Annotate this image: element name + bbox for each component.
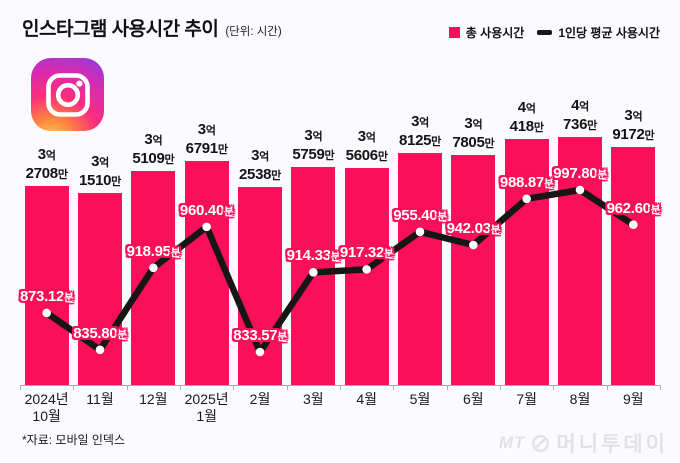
line-value-label: 962.60분 [606,199,661,217]
bar-value-label: 3억 6791만 [185,121,228,158]
instagram-logo-icon [31,58,104,131]
x-axis-label: 9월 [622,391,644,407]
total-usage-bar [24,185,69,385]
total-usage-bar [184,161,229,385]
bar-value-label: 3억 5606만 [345,128,388,165]
bar-value-label: 3억 2538만 [239,146,281,183]
bar-value-label: 3억 9172만 [612,106,655,143]
x-axis-label: 11월 [86,391,114,407]
mt-logo-text: MT [498,433,526,452]
page-title: 인스타그램 사용시간 추이 [22,19,219,40]
moneytoday-watermark: MT 머니투데이 [499,428,668,458]
legend-line-label: 1인당 평균 사용시간 [558,26,660,40]
axis-tick [500,385,501,390]
bar-value-label: 3억 5759만 [292,127,335,164]
legend-bar-label: 총 사용시간 [465,26,525,40]
axis-tick [340,385,341,390]
axis-tick [180,385,181,390]
line-value-label: 960.40분 [179,201,234,219]
axis-tick [446,385,448,390]
legend-bar-swatch-icon [448,27,460,38]
line-value-label: 833.57분 [233,327,287,344]
bar-value-label: 3억 1510만 [79,153,121,190]
line-value-label: 835.80분 [73,324,127,342]
x-axis-label: 7월 [516,391,537,407]
line-value-label: 997.80분 [553,164,607,182]
bar-value-label: 3억 2708만 [25,145,68,182]
bar-value-label: 4억 736만 [563,97,597,133]
x-axis-label: 2월 [249,391,271,407]
axis-tick [393,385,395,390]
line-value-label: 988.87분 [499,173,554,191]
axis-tick [286,385,288,390]
x-axis-label: 3월 [302,391,324,407]
line-value-label: 918.95분 [126,242,181,260]
x-axis-label: 12월 [139,391,168,407]
total-usage-bar [398,152,442,385]
total-usage-bar [291,167,336,385]
x-axis-label: 2025년 1월 [184,391,229,424]
x-axis-label: 5월 [409,391,431,407]
axis-tick [73,385,75,390]
legend-line-swatch-icon [537,30,553,35]
bar-value-label: 3억 7805만 [452,114,495,151]
axis-tick [126,385,128,390]
axis-tick [660,385,661,390]
x-axis-label: 6월 [462,391,484,407]
x-axis-label: 2024년 10월 [24,391,69,424]
bar-value-label: 4억 418만 [509,98,544,135]
legend: 총 사용시간 1인당 평균 사용시간 [448,24,660,41]
bar-value-label: 3억 5109만 [132,131,175,168]
total-usage-bar [344,168,389,385]
source-note: *자료: 모바일 인덱스 [22,433,125,447]
axis-tick [233,385,235,390]
axis-tick [606,385,608,390]
x-axis-label: 4월 [356,391,377,407]
instagram-camera-glyph [45,72,90,117]
line-value-label: 942.03분 [446,220,501,237]
axis-tick [20,385,21,390]
total-usage-bar [611,146,656,385]
x-axis-label: 8월 [569,391,591,407]
bar-value-label: 3억 8125만 [399,112,441,149]
header: 인스타그램 사용시간 추이 (단위: 시간) [22,14,282,41]
line-value-label: 873.12분 [19,287,74,305]
moneytoday-name: 머니투데이 [556,433,668,456]
moneytoday-logo-icon [532,434,550,452]
axis-tick [553,385,555,390]
line-value-label: 917.32분 [339,244,394,262]
unit-note: (단위: 시간) [225,26,282,38]
